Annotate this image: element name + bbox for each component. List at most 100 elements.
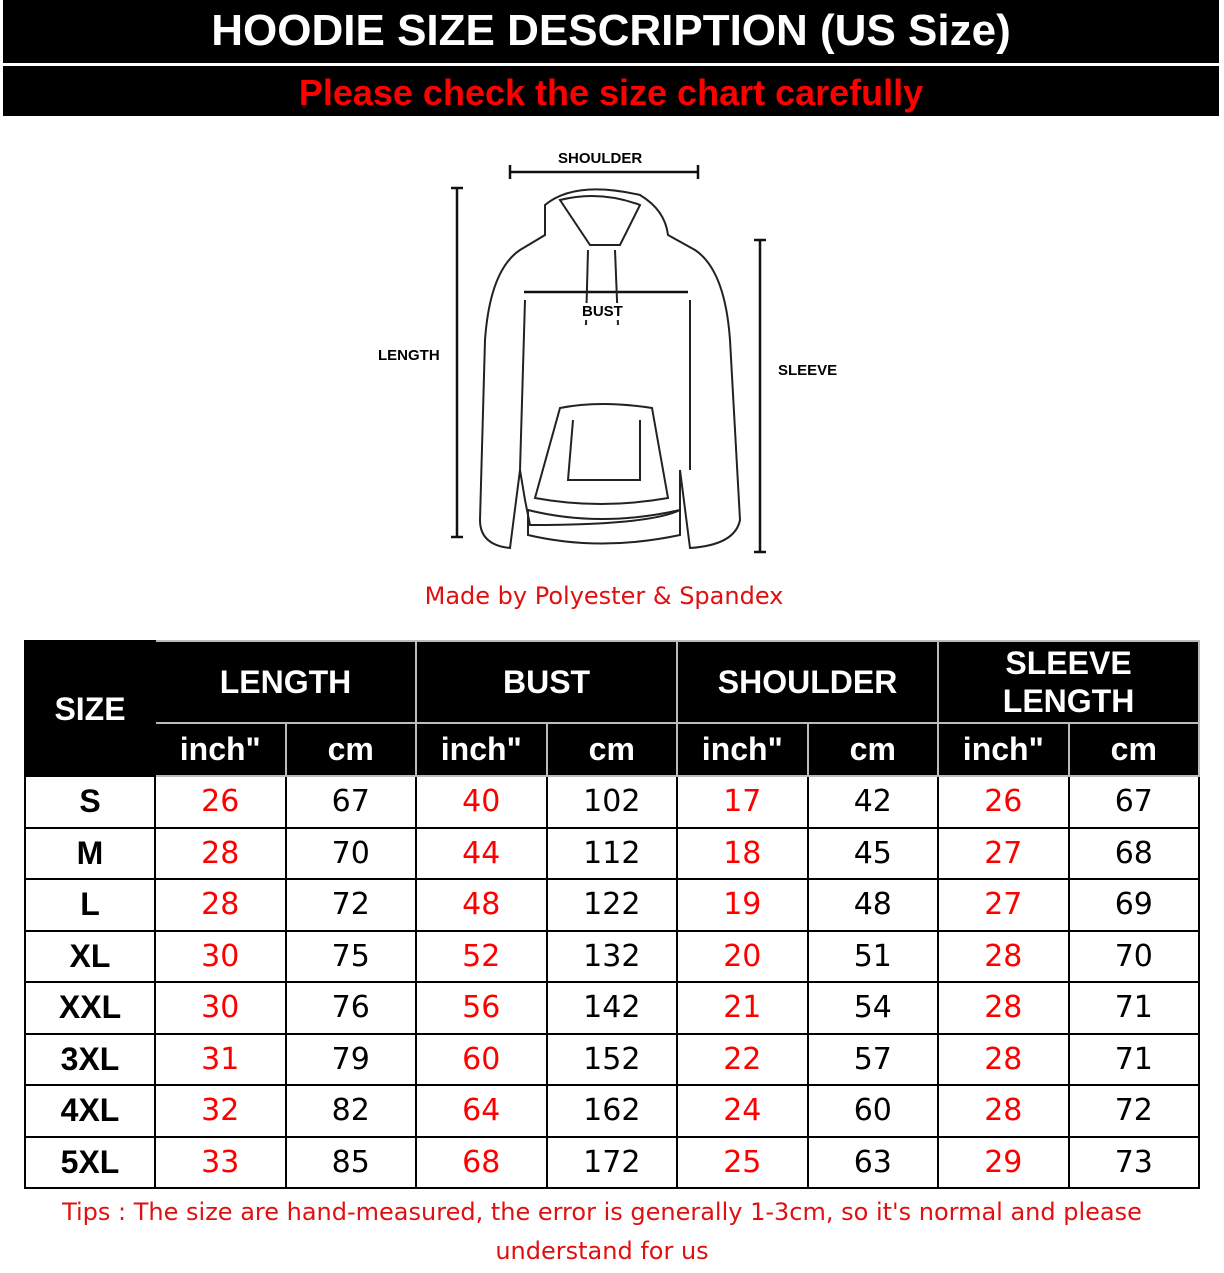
inch-cell: 48 [415, 878, 548, 932]
hoodie-diagram [451, 165, 766, 554]
inch-cell: 28 [937, 929, 1070, 983]
table-row: 5XL 33 85 68 172 25 63 29 73 [24, 1135, 1201, 1189]
cm-cell: 71 [1067, 981, 1201, 1035]
table-row: XL 30 75 52 132 20 51 28 70 [24, 929, 1201, 983]
size-cell: XL [24, 929, 156, 983]
group-header-sleeve-length: SLEEVE LENGTH [937, 640, 1201, 724]
cm-cell: 152 [545, 1032, 679, 1086]
group-header-shoulder: SHOULDER [676, 640, 940, 724]
size-header: SIZE [24, 640, 156, 777]
size-cell: S [24, 775, 156, 829]
table-row: XXL 30 76 56 142 21 54 28 71 [24, 981, 1201, 1035]
unit-header-cm: cm [284, 722, 418, 777]
inch-cell: 60 [415, 1032, 548, 1086]
cm-cell: 75 [284, 929, 418, 983]
inch-cell: 28 [937, 1084, 1070, 1138]
cm-cell: 54 [806, 981, 940, 1035]
unit-header-cm: cm [545, 722, 679, 777]
unit-header-inch: inch" [676, 722, 809, 777]
cm-cell: 122 [545, 878, 679, 932]
group-header-length: LENGTH [153, 640, 418, 724]
table-row: S 26 67 40 102 17 42 26 67 [24, 775, 1201, 829]
cm-cell: 60 [806, 1084, 940, 1138]
hoodie-outline [478, 188, 742, 550]
cm-cell: 132 [545, 929, 679, 983]
inch-cell: 29 [937, 1135, 1070, 1189]
cm-cell: 71 [1067, 1032, 1201, 1086]
inch-cell: 21 [676, 981, 809, 1035]
inch-cell: 27 [937, 826, 1070, 880]
inch-cell: 52 [415, 929, 548, 983]
page-title: HOODIE SIZE DESCRIPTION (US Size) [3, 0, 1219, 63]
cm-cell: 67 [1067, 775, 1201, 829]
cm-cell: 72 [1067, 1084, 1201, 1138]
cm-cell: 42 [806, 775, 940, 829]
inch-cell: 28 [937, 981, 1070, 1035]
size-table: SIZE LENGTH BUST SHOULDER SLEEVE LENGTH … [24, 640, 1201, 1189]
inch-cell: 28 [937, 1032, 1070, 1086]
size-cell: 5XL [24, 1135, 156, 1189]
inch-cell: 18 [676, 826, 809, 880]
cm-cell: 82 [284, 1084, 418, 1138]
inch-cell: 56 [415, 981, 548, 1035]
inch-cell: 33 [154, 1135, 287, 1189]
size-cell: XXL [24, 981, 156, 1035]
size-cell: 3XL [24, 1032, 156, 1086]
unit-header-inch: inch" [154, 722, 287, 777]
inch-cell: 44 [415, 826, 548, 880]
inch-cell: 32 [154, 1084, 287, 1138]
cm-cell: 70 [1067, 929, 1201, 983]
bust-label: BUST [582, 303, 623, 320]
cm-cell: 85 [284, 1135, 418, 1189]
size-cell: M [24, 826, 156, 880]
cm-cell: 76 [284, 981, 418, 1035]
cm-cell: 172 [545, 1135, 679, 1189]
table-row: 3XL 31 79 60 152 22 57 28 71 [24, 1032, 1201, 1086]
inch-cell: 30 [154, 981, 287, 1035]
table-row: L 28 72 48 122 19 48 27 69 [24, 878, 1201, 932]
inch-cell: 40 [415, 775, 548, 829]
cm-cell: 45 [806, 826, 940, 880]
cm-cell: 142 [545, 981, 679, 1035]
cm-cell: 162 [545, 1084, 679, 1138]
cm-cell: 72 [284, 878, 418, 932]
inch-cell: 30 [154, 929, 287, 983]
cm-cell: 79 [284, 1032, 418, 1086]
inch-cell: 26 [937, 775, 1070, 829]
shoulder-label: SHOULDER [558, 150, 643, 167]
table-row: 4XL 32 82 64 162 24 60 28 72 [24, 1084, 1201, 1138]
inch-cell: 20 [676, 929, 809, 983]
inch-cell: 68 [415, 1135, 548, 1189]
inch-cell: 28 [154, 878, 287, 932]
cm-cell: 112 [545, 826, 679, 880]
inch-cell: 24 [676, 1084, 809, 1138]
table-row: M 28 70 44 112 18 45 27 68 [24, 826, 1201, 880]
inch-cell: 22 [676, 1032, 809, 1086]
inch-cell: 64 [415, 1084, 548, 1138]
inch-cell: 28 [154, 826, 287, 880]
cm-cell: 69 [1067, 878, 1201, 932]
inch-cell: 17 [676, 775, 809, 829]
inch-cell: 31 [154, 1032, 287, 1086]
inch-cell: 26 [154, 775, 287, 829]
cm-cell: 57 [806, 1032, 940, 1086]
cm-cell: 48 [806, 878, 940, 932]
cm-cell: 70 [284, 826, 418, 880]
sleeve-label: SLEEVE [778, 362, 838, 379]
measure-lines [451, 165, 766, 554]
material-note: Made by Polyester & Spandex [424, 582, 784, 610]
cm-cell: 73 [1067, 1135, 1201, 1189]
cm-cell: 102 [545, 775, 679, 829]
group-header-bust: BUST [415, 640, 679, 724]
size-cell: L [24, 878, 156, 932]
inch-cell: 19 [676, 878, 809, 932]
length-label: LENGTH [378, 347, 440, 364]
tips-note: Tips : The size are hand-measured, the e… [62, 1198, 1142, 1265]
page-subtitle: Please check the size chart carefully [3, 66, 1219, 116]
cm-cell: 51 [806, 929, 940, 983]
cm-cell: 68 [1067, 826, 1201, 880]
inch-cell: 27 [937, 878, 1070, 932]
unit-header-inch: inch" [937, 722, 1070, 777]
unit-header-inch: inch" [415, 722, 548, 777]
size-cell: 4XL [24, 1084, 156, 1138]
